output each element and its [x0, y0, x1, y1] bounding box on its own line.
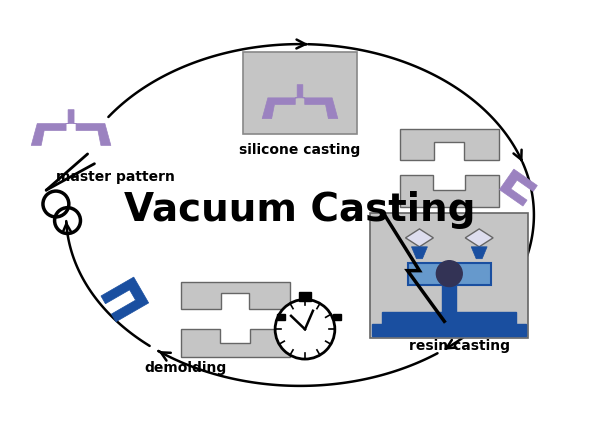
- FancyBboxPatch shape: [333, 314, 341, 320]
- Polygon shape: [31, 110, 111, 145]
- FancyBboxPatch shape: [382, 312, 517, 326]
- Text: master pattern: master pattern: [56, 170, 175, 184]
- Circle shape: [275, 299, 335, 359]
- FancyBboxPatch shape: [407, 263, 491, 285]
- Polygon shape: [400, 129, 499, 160]
- FancyBboxPatch shape: [372, 324, 526, 336]
- FancyBboxPatch shape: [277, 314, 285, 320]
- Text: demolding: demolding: [145, 361, 227, 375]
- Polygon shape: [465, 229, 493, 247]
- Polygon shape: [400, 175, 499, 207]
- Polygon shape: [412, 247, 427, 259]
- Text: silicone casting: silicone casting: [239, 144, 361, 157]
- Text: resin casting: resin casting: [409, 339, 510, 353]
- Polygon shape: [181, 329, 290, 357]
- Polygon shape: [262, 85, 338, 119]
- Polygon shape: [471, 247, 487, 259]
- FancyBboxPatch shape: [370, 213, 529, 338]
- Polygon shape: [499, 169, 538, 206]
- FancyBboxPatch shape: [442, 285, 456, 312]
- Text: finished mold: finished mold: [411, 220, 517, 234]
- Polygon shape: [181, 282, 290, 310]
- Circle shape: [436, 261, 462, 286]
- Polygon shape: [406, 229, 433, 247]
- Text: Vacuum Casting: Vacuum Casting: [124, 191, 476, 229]
- FancyBboxPatch shape: [299, 292, 311, 301]
- FancyBboxPatch shape: [243, 52, 357, 134]
- Polygon shape: [101, 277, 149, 322]
